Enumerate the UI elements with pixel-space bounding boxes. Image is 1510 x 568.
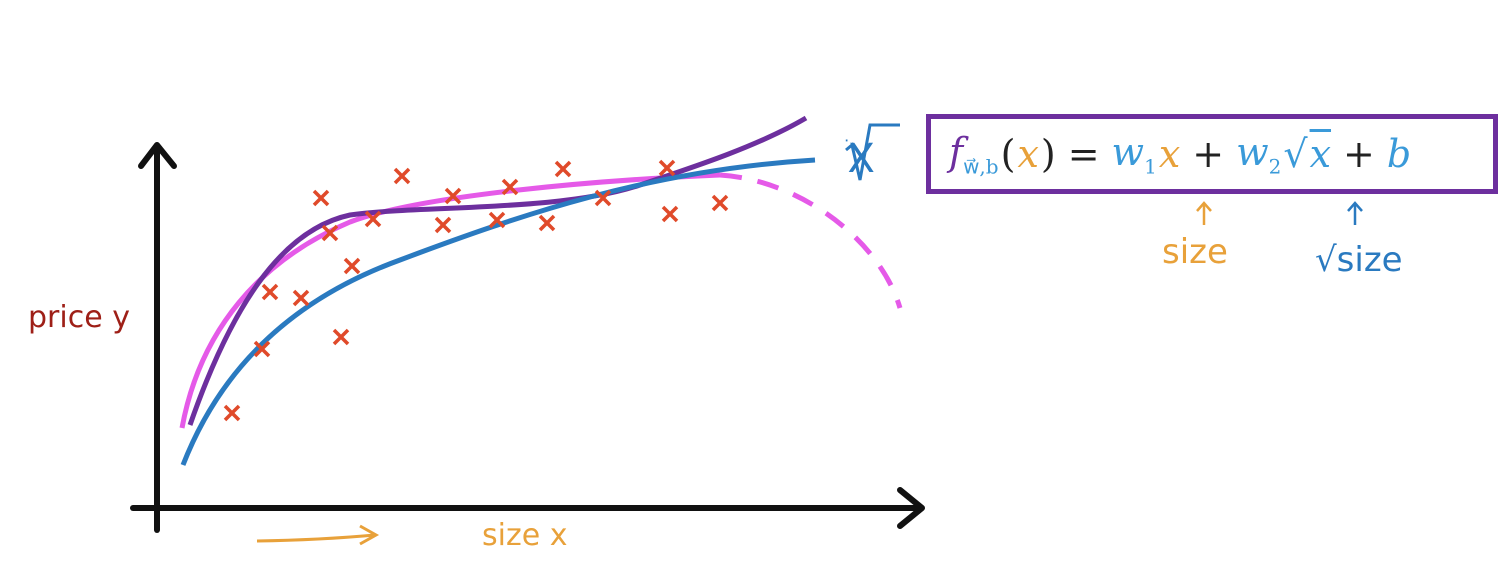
f: fw⃗,b — [949, 130, 999, 179]
cross — [253, 340, 271, 358]
curve-label: √X — [836, 136, 875, 182]
plus: + — [1343, 132, 1375, 176]
y-arrow — [138, 142, 177, 169]
cross — [292, 289, 310, 307]
sqrt-sign — [845, 123, 900, 181]
formula-box: fw⃗,b ( x ) = w1 x + w2 √ x + b — [926, 114, 1498, 194]
x: x — [1017, 132, 1039, 176]
x-arrow — [897, 487, 925, 529]
size-pointer — [1196, 201, 1212, 225]
x: x — [1309, 132, 1332, 176]
cross — [434, 216, 452, 234]
sqrt: √ — [1283, 132, 1308, 176]
subscript: 1 — [1144, 154, 1157, 179]
subscript: w⃗,b — [963, 154, 999, 179]
sqrt-size-pointer — [1347, 201, 1363, 225]
data-points — [223, 159, 729, 422]
cross — [321, 224, 339, 242]
cross — [711, 194, 729, 212]
purple-curve — [187, 115, 808, 426]
cross — [393, 167, 411, 185]
pink-curve — [179, 172, 721, 429]
w: w — [1111, 129, 1145, 174]
cross — [332, 328, 350, 346]
curve-label-text: √X — [822, 136, 875, 182]
pink-dashed — [719, 172, 903, 309]
cross — [343, 257, 361, 275]
cross — [444, 187, 462, 205]
cross — [594, 189, 612, 207]
paren: ( — [1000, 132, 1016, 176]
cross — [501, 178, 519, 196]
x: x — [1158, 132, 1181, 176]
cross — [661, 205, 679, 223]
w: w — [1236, 129, 1269, 174]
annotation: √size — [1315, 240, 1403, 280]
w2: w2 — [1236, 130, 1281, 179]
f-text: f — [949, 129, 964, 174]
size-arrow — [256, 533, 376, 543]
cross — [312, 189, 330, 207]
cross — [488, 211, 506, 229]
subscript: 2 — [1268, 154, 1282, 179]
annotation: size — [1162, 232, 1228, 272]
cross — [658, 159, 676, 177]
cross — [223, 404, 241, 422]
paren: ) — [1040, 132, 1056, 176]
blue-curve — [180, 157, 816, 466]
y-label: price y — [28, 300, 130, 335]
b: b — [1386, 132, 1412, 176]
cross — [364, 210, 382, 228]
x-label: size x — [482, 518, 568, 553]
cross — [538, 214, 556, 232]
equals: = — [1067, 132, 1100, 176]
size-arrow-head — [359, 524, 380, 546]
plus: + — [1192, 132, 1225, 176]
cross — [554, 160, 572, 178]
axes — [130, 142, 925, 533]
w1: w1 — [1112, 130, 1157, 179]
cross — [261, 283, 279, 301]
